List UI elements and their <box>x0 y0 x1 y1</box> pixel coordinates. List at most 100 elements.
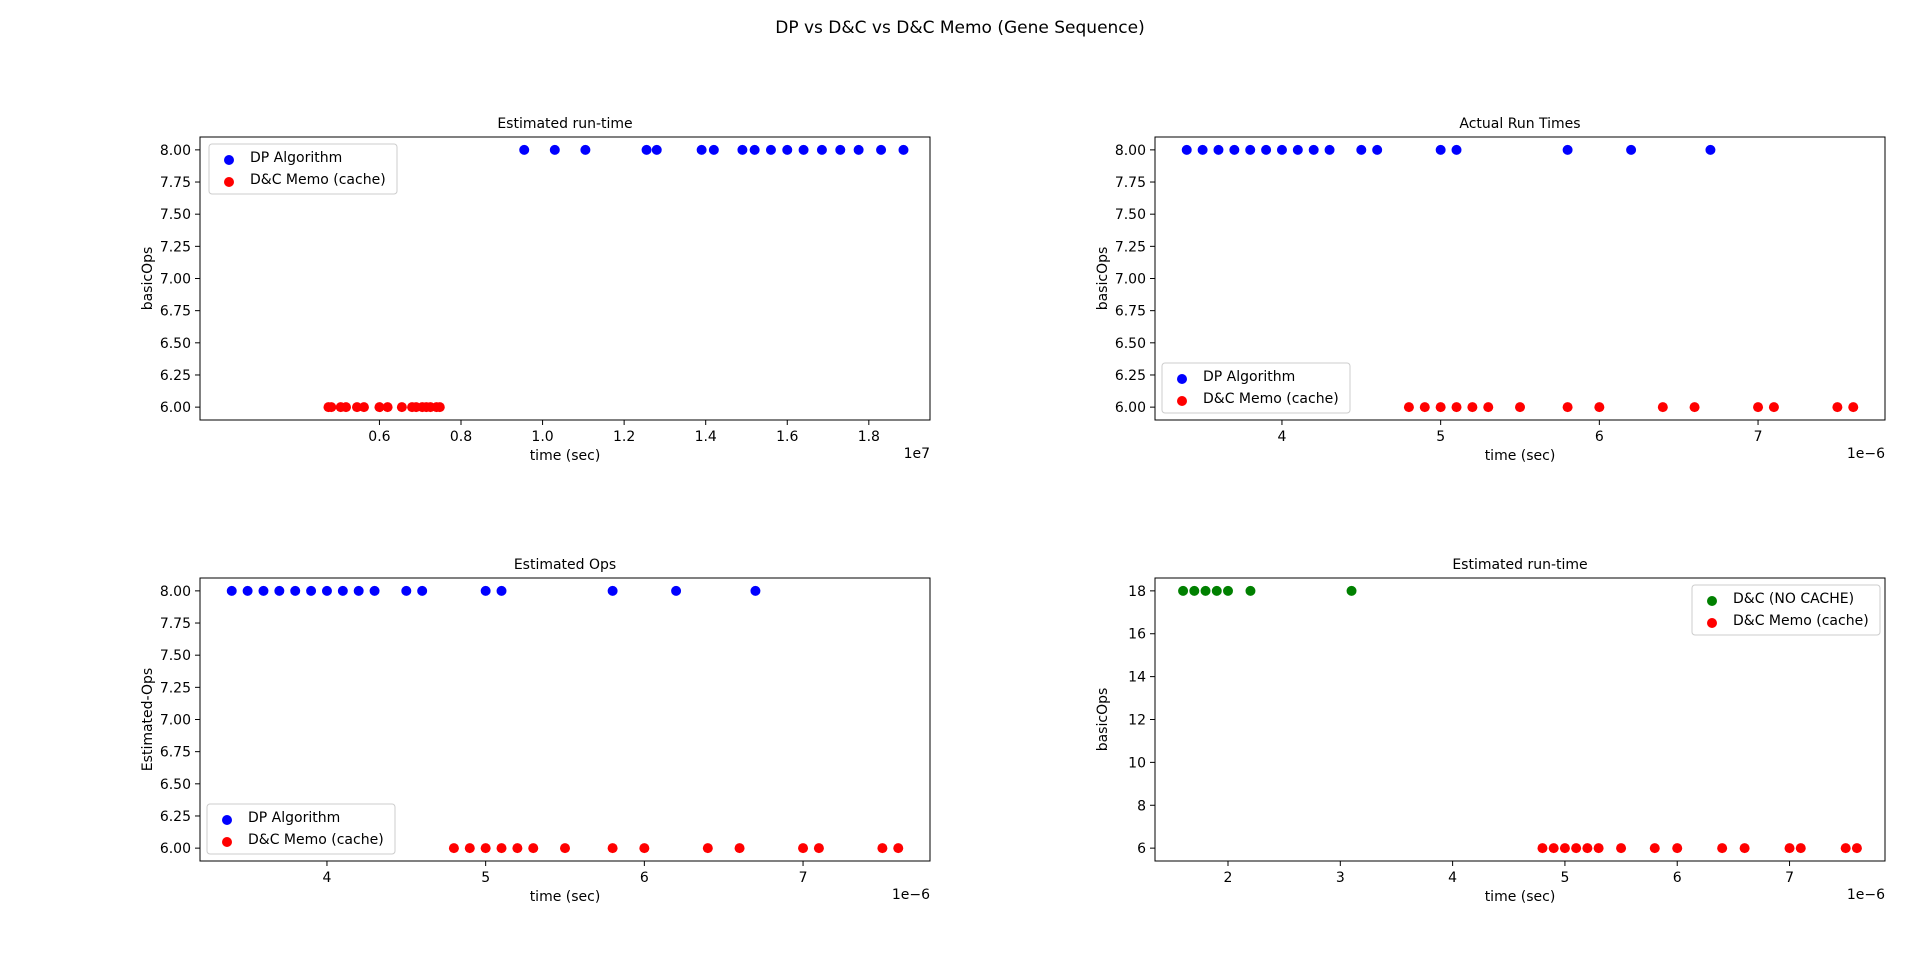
data-point <box>877 843 888 854</box>
data-point <box>1211 585 1222 596</box>
data-point <box>396 402 407 413</box>
y-axis-label: Estimated-Ops <box>140 668 156 771</box>
data-point <box>352 402 363 413</box>
data-point <box>782 144 793 155</box>
data-point <box>1571 843 1582 854</box>
data-point <box>382 402 393 413</box>
data-point <box>1467 402 1478 413</box>
x-tick-label: 6 <box>1673 870 1682 886</box>
data-point <box>401 585 412 596</box>
data-point <box>1649 843 1660 854</box>
y-tick-label: 8.00 <box>1115 143 1146 159</box>
data-point <box>580 144 591 155</box>
y-tick-label: 10 <box>1128 755 1146 771</box>
x-tick-label: 7 <box>1754 429 1763 445</box>
data-point <box>1229 144 1240 155</box>
data-point <box>560 843 570 854</box>
y-tick-label: 18 <box>1128 584 1146 600</box>
x-tick-label: 2 <box>1224 870 1233 886</box>
x-tick-label: 4 <box>1448 870 1457 886</box>
x-tick-label: 4 <box>1277 429 1286 445</box>
data-point <box>1548 843 1559 854</box>
data-point <box>341 402 351 413</box>
y-tick-label: 7.75 <box>160 616 191 632</box>
y-tick-label: 6.75 <box>160 304 191 320</box>
data-point <box>464 843 475 854</box>
data-point <box>798 144 809 155</box>
y-tick-label: 8 <box>1137 798 1146 814</box>
data-point <box>607 843 618 854</box>
data-point <box>1840 843 1851 854</box>
data-point <box>528 843 539 854</box>
data-point <box>496 585 507 596</box>
legend-label: D&C Memo (cache) <box>248 832 384 848</box>
data-point <box>898 144 909 155</box>
data-point <box>702 843 713 854</box>
data-point <box>1419 402 1430 413</box>
data-point <box>1403 402 1414 413</box>
y-axis-label: basicOps <box>1095 688 1111 752</box>
x-offset-label: 1e−6 <box>1847 887 1885 903</box>
legend-label: DP Algorithm <box>248 810 340 826</box>
legend-marker <box>1177 396 1187 406</box>
x-tick-label: 1.6 <box>776 429 798 445</box>
legend-marker <box>224 177 234 187</box>
y-axis-label: basicOps <box>140 247 156 311</box>
data-point <box>1562 402 1573 413</box>
subplot-bottom-right: Estimated run-time 2 3 4 5 6 7 6 8 10 12 14 16 18 time… <box>1095 557 1886 905</box>
data-point <box>1559 843 1570 854</box>
x-tick-label: 0.6 <box>368 429 390 445</box>
legend: DP Algorithm D&C Memo (cache) <box>208 143 398 195</box>
data-point <box>1324 144 1335 155</box>
data-point <box>1768 402 1779 413</box>
y-tick-label: 6.00 <box>160 841 191 857</box>
data-point <box>480 843 491 854</box>
y-tick-label: 7.75 <box>1115 175 1146 191</box>
legend-marker <box>222 837 232 847</box>
data-point <box>749 144 760 155</box>
data-point <box>290 585 301 596</box>
y-tick-label: 6.25 <box>160 809 191 825</box>
x-tick-label: 5 <box>1436 429 1445 445</box>
data-point <box>519 144 530 155</box>
plot-frame <box>1154 577 1886 862</box>
legend-box <box>208 143 398 195</box>
plot-frame <box>199 577 931 862</box>
legend-marker <box>1177 374 1187 384</box>
data-point <box>1582 843 1593 854</box>
x-tick-label: 0.8 <box>450 429 472 445</box>
data-point <box>337 585 348 596</box>
y-axis-label: basicOps <box>1095 247 1111 311</box>
data-point <box>750 585 761 596</box>
x-tick-label: 5 <box>1560 870 1569 886</box>
legend-label: DP Algorithm <box>1203 369 1295 385</box>
data-point <box>798 843 809 854</box>
y-tick-label: 6.00 <box>1115 400 1146 416</box>
legend: DP Algorithm D&C Memo (cache) <box>1161 362 1351 414</box>
data-point <box>306 585 317 596</box>
legend: D&C (NO CACHE) D&C Memo (cache) <box>1691 584 1881 636</box>
data-point <box>1848 402 1859 413</box>
plot-frame <box>1154 136 1886 421</box>
data-point <box>1372 144 1383 155</box>
data-point <box>1276 144 1287 155</box>
data-point <box>1753 402 1764 413</box>
data-point <box>1562 144 1573 155</box>
data-point <box>1213 144 1224 155</box>
data-point <box>1672 843 1683 854</box>
data-point <box>369 585 380 596</box>
y-tick-label: 6.50 <box>160 336 191 352</box>
legend-label: D&C Memo (cache) <box>1203 391 1339 407</box>
data-point <box>1292 144 1303 155</box>
y-tick-label: 7.00 <box>160 713 191 729</box>
y-tick-label: 8.00 <box>160 584 191 600</box>
data-point <box>242 585 253 596</box>
data-point <box>226 585 237 596</box>
data-point <box>876 144 887 155</box>
x-tick-label: 3 <box>1336 870 1345 886</box>
legend-marker <box>224 155 234 165</box>
subplot-top-right: Actual Run Times 4 5 6 7 6.00 6.25 6.50 6.75 7.00… <box>1095 116 1886 464</box>
data-point <box>258 585 269 596</box>
data-point <box>1200 585 1211 596</box>
